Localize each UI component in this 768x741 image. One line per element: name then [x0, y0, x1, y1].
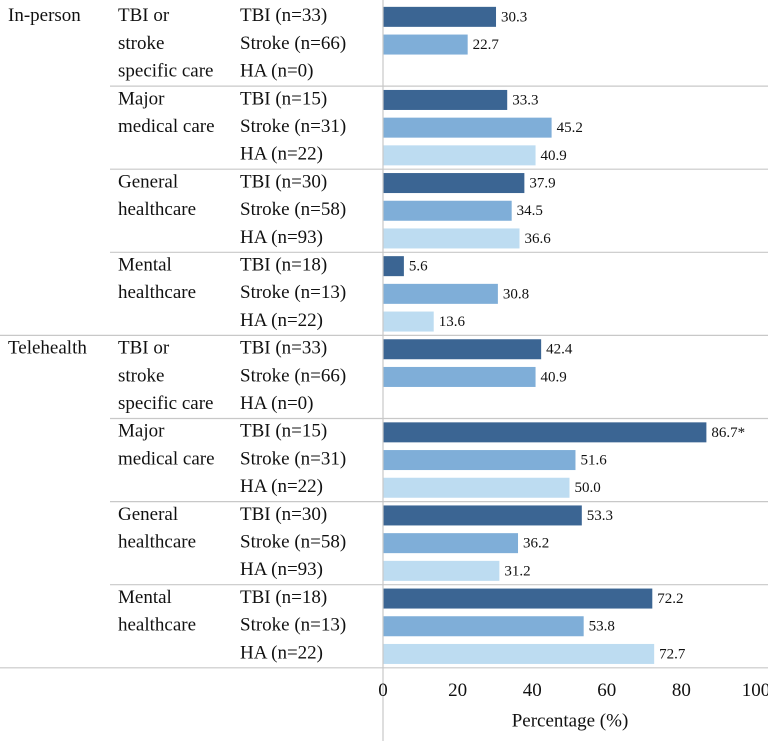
- value-label: 22.7: [473, 37, 500, 53]
- category-label: healthcare: [118, 199, 196, 220]
- bar: [383, 477, 570, 498]
- row-label: HA (n=93): [240, 559, 323, 580]
- row-label: TBI (n=18): [240, 587, 327, 608]
- bar: [383, 34, 468, 55]
- bar: [383, 616, 584, 637]
- category-label: specific care: [118, 393, 213, 414]
- category-label: TBI or: [118, 5, 170, 26]
- bar: [383, 505, 582, 526]
- category-label: Mental: [118, 587, 172, 608]
- x-tick-label: 100: [742, 680, 768, 701]
- row-label: HA (n=0): [240, 393, 314, 414]
- value-label: 36.6: [525, 231, 552, 247]
- category-label: Major: [118, 421, 165, 442]
- bar: [383, 6, 497, 27]
- row-label: TBI (n=30): [240, 171, 327, 192]
- row-label: Stroke (n=13): [240, 282, 346, 303]
- row-label: HA (n=22): [240, 310, 323, 331]
- row-label: TBI (n=18): [240, 255, 327, 276]
- value-label: 50.0: [575, 480, 601, 496]
- bar: [383, 422, 707, 443]
- x-tick-label: 80: [672, 680, 691, 701]
- bar: [383, 339, 542, 360]
- row-label: Stroke (n=66): [240, 365, 346, 386]
- bar: [383, 228, 520, 249]
- row-label: Stroke (n=13): [240, 615, 346, 636]
- bar: [383, 366, 536, 387]
- bar: [383, 588, 653, 609]
- bar: [383, 200, 512, 221]
- bar: [383, 173, 525, 194]
- bar: [383, 533, 519, 554]
- x-tick-label: 60: [597, 680, 616, 701]
- row-label: Stroke (n=31): [240, 448, 346, 469]
- row-label: Stroke (n=31): [240, 116, 346, 137]
- x-tick-label: 20: [448, 680, 467, 701]
- bar: [383, 256, 404, 277]
- bar: [383, 450, 576, 471]
- row-label: TBI (n=30): [240, 504, 327, 525]
- row-label: HA (n=22): [240, 476, 323, 497]
- bar: [383, 89, 508, 110]
- x-tick-label: 40: [523, 680, 542, 701]
- x-axis-title: Percentage (%): [512, 710, 629, 731]
- category-label: Mental: [118, 255, 172, 276]
- value-label: 72.2: [657, 591, 683, 607]
- value-label: 40.9: [541, 148, 567, 164]
- value-label: 31.2: [504, 563, 530, 579]
- value-label: 30.8: [503, 286, 529, 302]
- value-label: 53.8: [589, 619, 615, 635]
- row-label: TBI (n=33): [240, 5, 327, 26]
- category-label: TBI or: [118, 338, 170, 359]
- value-label: 40.9: [541, 369, 567, 385]
- value-label: 51.6: [580, 452, 607, 468]
- row-label: TBI (n=15): [240, 88, 327, 109]
- row-label: Stroke (n=58): [240, 532, 346, 553]
- bar: [383, 643, 655, 664]
- row-label: HA (n=22): [240, 144, 323, 165]
- category-label: healthcare: [118, 282, 196, 303]
- category-label: medical care: [118, 116, 215, 137]
- bar: [383, 117, 552, 138]
- category-label: General: [118, 171, 178, 192]
- category-label: Major: [118, 88, 165, 109]
- value-label: 30.3: [501, 9, 527, 25]
- row-label: TBI (n=33): [240, 338, 327, 359]
- category-label: stroke: [118, 33, 164, 54]
- row-label: HA (n=93): [240, 227, 323, 248]
- category-label: stroke: [118, 365, 164, 386]
- category-label: medical care: [118, 448, 215, 469]
- bar: [383, 283, 498, 304]
- category-label: General: [118, 504, 178, 525]
- value-label: 33.3: [512, 92, 538, 108]
- value-label: 5.6: [409, 259, 428, 275]
- group-label: Telehealth: [8, 338, 87, 359]
- value-label: 53.3: [587, 508, 613, 524]
- group-label: In-person: [8, 5, 81, 26]
- row-label: HA (n=0): [240, 61, 314, 82]
- value-label: 37.9: [529, 175, 555, 191]
- category-label: healthcare: [118, 532, 196, 553]
- x-tick-label: 0: [378, 680, 388, 701]
- value-label: 86.7*: [711, 425, 745, 441]
- row-label: Stroke (n=58): [240, 199, 346, 220]
- row-label: TBI (n=15): [240, 421, 327, 442]
- category-label: specific care: [118, 61, 213, 82]
- row-label: HA (n=22): [240, 642, 323, 663]
- bar: [383, 560, 500, 581]
- value-label: 45.2: [557, 120, 583, 136]
- value-label: 42.4: [546, 342, 573, 358]
- bar: [383, 311, 434, 332]
- bar: [383, 145, 536, 166]
- value-label: 34.5: [517, 203, 543, 219]
- value-label: 36.2: [523, 536, 549, 552]
- category-label: healthcare: [118, 615, 196, 636]
- value-label: 13.6: [439, 314, 466, 330]
- row-label: Stroke (n=66): [240, 33, 346, 54]
- value-label: 72.7: [659, 646, 686, 662]
